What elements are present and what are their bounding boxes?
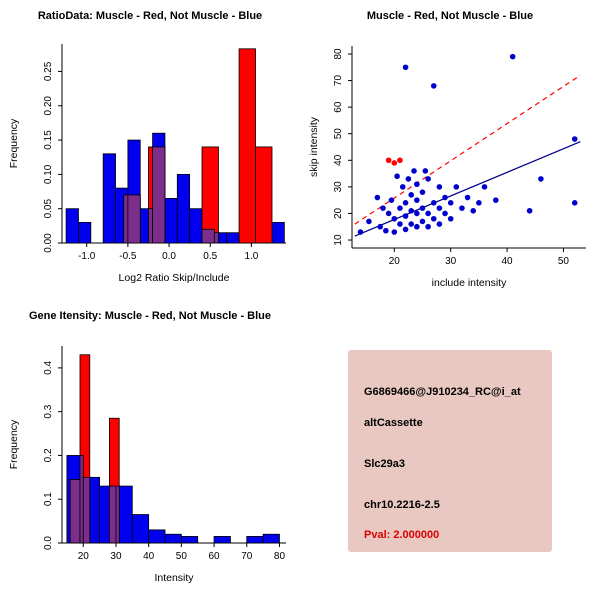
svg-text:-0.5: -0.5 <box>119 251 137 262</box>
svg-text:Frequency: Frequency <box>8 419 20 469</box>
event-type-text: altCassette <box>364 417 423 429</box>
svg-text:Intensity: Intensity <box>154 572 194 584</box>
svg-text:1.0: 1.0 <box>244 251 258 262</box>
svg-text:0.15: 0.15 <box>43 130 54 150</box>
svg-text:50: 50 <box>176 551 188 562</box>
svg-text:0.00: 0.00 <box>43 233 54 253</box>
svg-text:50: 50 <box>558 256 570 267</box>
svg-text:20: 20 <box>389 256 401 267</box>
svg-text:80: 80 <box>274 551 286 562</box>
hist-ratio-title: RatioData: Muscle - Red, Not Muscle - Bl… <box>37 10 263 22</box>
svg-text:0.10: 0.10 <box>43 164 54 184</box>
panel-hist-gene: Gene Itensity: Muscle - Red, Not Muscle … <box>0 300 300 600</box>
gene-info-box: G6869466@J910234_RC@i_at altCassette Slc… <box>348 350 552 552</box>
svg-text:0.05: 0.05 <box>43 199 54 219</box>
gene-symbol-text: Slc29a3 <box>364 458 405 470</box>
chromosome-location-text: chr10.2216-2.5 <box>364 499 440 511</box>
svg-text:60: 60 <box>208 551 220 562</box>
probe-id-text: G6869466@J910234_RC@i_at <box>364 386 521 398</box>
svg-text:skip intensity: skip intensity <box>308 116 320 177</box>
svg-text:0.20: 0.20 <box>43 96 54 116</box>
svg-text:-1.0: -1.0 <box>78 251 96 262</box>
svg-text:0.0: 0.0 <box>43 536 54 550</box>
svg-text:Log2 Ratio Skip/Include: Log2 Ratio Skip/Include <box>119 272 230 284</box>
svg-text:30: 30 <box>110 551 122 562</box>
svg-text:40: 40 <box>333 154 344 166</box>
svg-text:0.5: 0.5 <box>203 251 217 262</box>
svg-text:80: 80 <box>333 48 344 60</box>
hist-gene-plot: 20 30 40 50 60 70 80 0.0 0.1 0.2 0.3 0.4 Intensity Fr… <box>0 300 300 600</box>
svg-text:10: 10 <box>333 234 344 246</box>
svg-text:0.4: 0.4 <box>43 361 54 375</box>
svg-text:0.3: 0.3 <box>43 404 54 418</box>
svg-text:30: 30 <box>333 181 344 193</box>
svg-text:Frequency: Frequency <box>8 118 20 168</box>
svg-text:0.0: 0.0 <box>162 251 176 262</box>
pval-text: Pval: 2.000000 <box>364 529 440 541</box>
svg-text:70: 70 <box>333 75 344 87</box>
svg-text:60: 60 <box>333 101 344 113</box>
scatter-plot: 20 30 40 50 10 20 30 40 50 60 70 80 include intensit… <box>300 0 600 300</box>
panel-info: G6869466@J910234_RC@i_at altCassette Slc… <box>300 300 600 600</box>
hist-ratio-plot: -1.0 -0.5 0.0 0.5 1.0 0.00 0.05 0.10 0.15 0.20 0.2… <box>0 0 300 300</box>
svg-text:0.25: 0.25 <box>43 61 54 81</box>
svg-text:20: 20 <box>78 551 90 562</box>
svg-text:70: 70 <box>241 551 253 562</box>
svg-text:include intensity: include intensity <box>432 277 507 289</box>
svg-text:20: 20 <box>333 207 344 219</box>
svg-text:0.2: 0.2 <box>43 448 54 462</box>
panel-scatter: Muscle - Red, Not Muscle - Blue 20 30 40 50… <box>300 0 600 300</box>
scatter-title: Muscle - Red, Not Muscle - Blue <box>366 10 534 22</box>
hist-gene-title: Gene Itensity: Muscle - Red, Not Muscle … <box>28 310 272 322</box>
svg-text:40: 40 <box>501 256 513 267</box>
svg-text:0.1: 0.1 <box>43 492 54 506</box>
svg-text:40: 40 <box>143 551 155 562</box>
svg-text:50: 50 <box>333 128 344 140</box>
svg-text:30: 30 <box>445 256 457 267</box>
panel-hist-ratio: RatioData: Muscle - Red, Not Muscle - Bl… <box>0 0 300 300</box>
